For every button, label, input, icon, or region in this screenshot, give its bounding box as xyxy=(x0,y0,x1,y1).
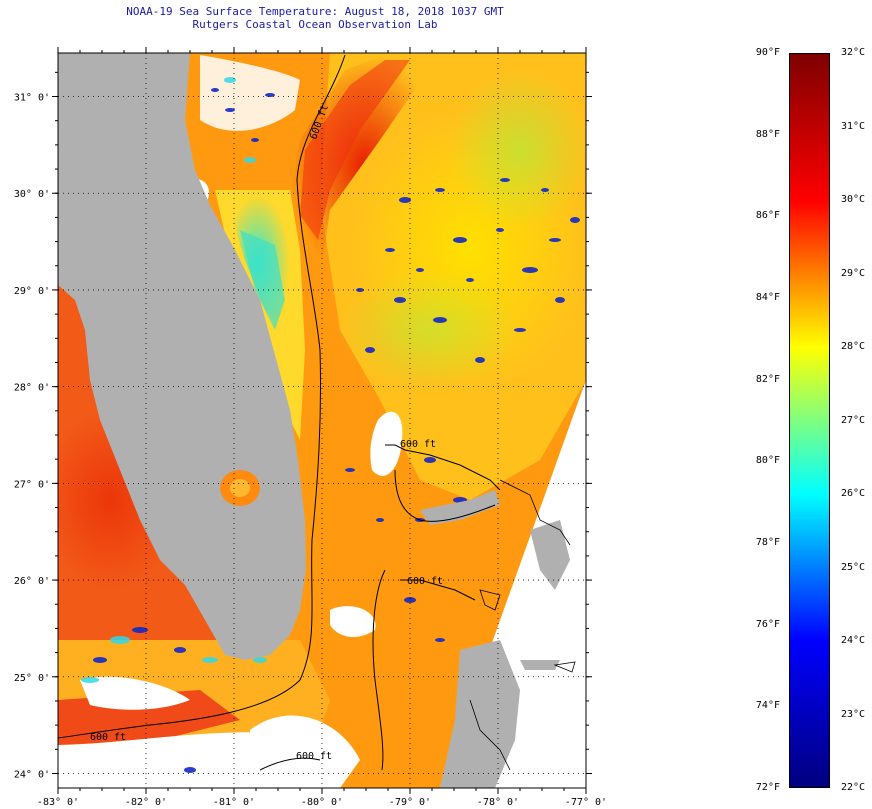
colorbar-c-label: 27°C xyxy=(841,414,866,426)
lat-tick-label: 27° 0' xyxy=(14,479,50,490)
colorbar-c-label: 25°C xyxy=(841,561,866,573)
colorbar-f-label: 78°F xyxy=(755,537,780,548)
lat-tick-label: 25° 0' xyxy=(14,673,50,684)
contour-label: 600 ft xyxy=(400,439,436,450)
colorbar-c-label: 22°C xyxy=(841,782,866,793)
sst-swath xyxy=(58,53,586,788)
depth-contours xyxy=(58,54,501,771)
lon-tick-label: -80° 0' xyxy=(301,797,343,808)
lon-tick-label: -78° 0' xyxy=(477,797,519,808)
bahamas-outline xyxy=(469,479,576,771)
lat-tick-label: 26° 0' xyxy=(14,576,50,587)
colorbar-f-label: 86°F xyxy=(755,210,780,222)
colorbar xyxy=(789,53,830,788)
colorbar-c-label: 26°C xyxy=(841,488,866,499)
colorbar-f-label: 82°F xyxy=(755,373,780,385)
colorbar-f-label: 74°F xyxy=(755,700,780,712)
lat-tick-label: 28° 0' xyxy=(14,383,50,394)
colorbar-c-label: 30°C xyxy=(841,194,866,205)
colorbar-c-label: 24°C xyxy=(841,635,866,646)
contour-label: 600 ft xyxy=(90,732,126,743)
lat-tick-label: 30° 0' xyxy=(14,189,50,200)
lon-tick-label: -82° 0' xyxy=(125,797,167,808)
colorbar-c-label: 31°C xyxy=(841,120,866,132)
colorbar-c-label: 29°C xyxy=(841,267,866,279)
colorbar-f-label: 80°F xyxy=(755,455,780,467)
colorbar-c-label: 32°C xyxy=(841,47,866,58)
colorbar-f-label: 84°F xyxy=(755,292,780,303)
colorbar-c-label: 28°C xyxy=(841,341,866,352)
colorbar-c-label: 23°C xyxy=(841,708,866,720)
contour-label: 600 ft xyxy=(296,751,332,762)
land-mass xyxy=(58,53,570,788)
lat-tick-label: 29° 0' xyxy=(14,286,50,297)
colorbar-f-label: 90°F xyxy=(755,47,780,58)
contour-label: 600 ft xyxy=(407,576,443,587)
lon-tick-label: -79° 0' xyxy=(389,797,431,808)
colorbar-f-label: 72°F xyxy=(755,782,780,793)
map-subtitle: Rutgers Coastal Ocean Observation Lab xyxy=(192,18,438,31)
map-title: NOAA-19 Sea Surface Temperature: August … xyxy=(126,5,504,18)
colorbar-f-label: 88°F xyxy=(755,128,780,140)
lat-tick-label: 31° 0' xyxy=(14,93,50,104)
lon-tick-label: -83° 0' xyxy=(37,797,79,808)
gridlines xyxy=(58,53,586,788)
axis-ticks: -83° 0' -82° 0' -81° 0' -80° 0' -79° 0' -78° … xyxy=(14,47,607,808)
colorbar-f-label: 76°F xyxy=(755,618,780,630)
lon-tick-label: -81° 0' xyxy=(213,797,255,808)
lat-tick-label: 24° 0' xyxy=(14,769,50,780)
lon-tick-label: -77° 0' xyxy=(565,797,607,808)
